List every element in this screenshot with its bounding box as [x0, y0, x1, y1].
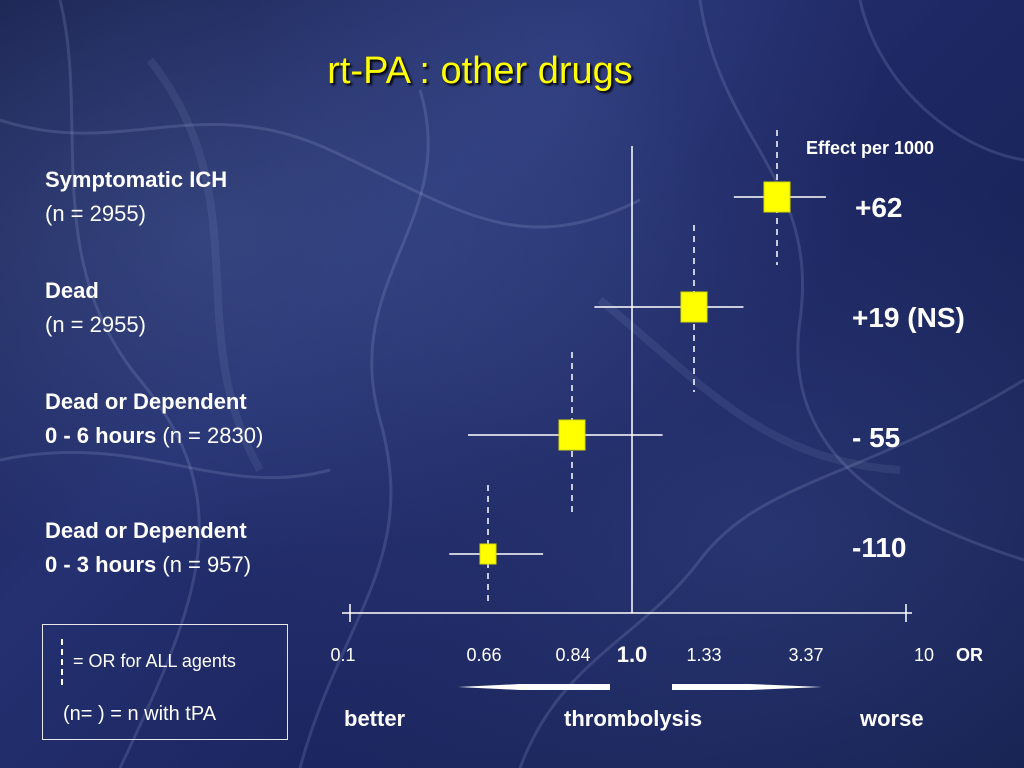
row-label-n: (n = 2955)	[45, 201, 146, 226]
row-label-n: (n = 957)	[156, 552, 252, 577]
legend-box: = OR for ALL agents (n= ) = n with tPA	[42, 624, 288, 740]
right-arrow-icon	[672, 684, 822, 690]
point-estimate-marker	[763, 181, 791, 213]
legend-n-tpa: (n= ) = n with tPA	[63, 703, 217, 725]
row-label-dead-or-dependent-6h: Dead or Dependent 0 - 6 hours (n = 2830)	[45, 385, 263, 453]
effect-value-symptomatic-ich: +62	[855, 192, 903, 223]
effect-value-dead: +19 (NS)	[852, 302, 965, 333]
effect-value-dead-or-dependent-3h: -110	[852, 532, 907, 563]
row-label-dead: Dead (n = 2955)	[45, 274, 146, 342]
row-label-dead-or-dependent-3h: Dead or Dependent 0 - 3 hours (n = 957)	[45, 514, 251, 582]
x-axis-label: OR	[956, 645, 983, 665]
row-label-n: (n = 2830)	[156, 423, 264, 448]
row-label-title: Dead or Dependent	[45, 518, 247, 543]
tick-label: 0.84	[555, 645, 591, 665]
tick-label-reference: 1.0	[616, 642, 648, 667]
dashed-line-icon	[61, 639, 63, 685]
point-estimate-marker	[479, 543, 497, 565]
tick-label: 0.66	[466, 645, 502, 665]
legend-or-all-agents: = OR for ALL agents	[73, 651, 236, 671]
tick-label: 10	[913, 645, 935, 665]
row-label-window: 0 - 3 hours	[45, 552, 157, 577]
better-label: better	[344, 706, 406, 731]
tick-label: 0.1	[330, 645, 356, 665]
slide-title: rt-PA : other drugs	[327, 50, 633, 92]
row-label-window: 0 - 6 hours	[45, 423, 157, 448]
effect-value-dead-or-dependent-6h: - 55	[852, 422, 901, 453]
row-label-n: (n = 2955)	[45, 312, 146, 337]
point-estimate-marker	[680, 291, 708, 323]
row-label-title: Symptomatic ICH	[45, 167, 228, 192]
worse-label: worse	[860, 706, 924, 731]
left-arrow-icon	[458, 684, 610, 690]
thrombolysis-label: thrombolysis	[564, 706, 703, 731]
effect-header: Effect per 1000	[806, 138, 935, 158]
tick-label: 1.33	[686, 645, 722, 665]
row-label-title: Dead	[45, 278, 99, 303]
row-label-symptomatic-ich: Symptomatic ICH (n = 2955)	[45, 163, 227, 231]
row-label-title: Dead or Dependent	[45, 389, 247, 414]
tick-label: 3.37	[788, 645, 824, 665]
point-estimate-marker	[558, 419, 586, 451]
